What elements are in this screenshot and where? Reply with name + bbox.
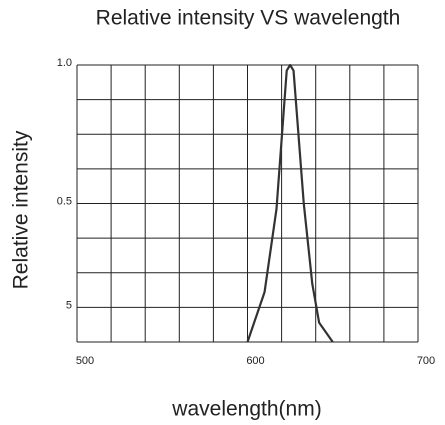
y-tick-label: 1.0 [57,57,72,69]
x-tick-label: 600 [246,355,264,367]
x-axis-label: wavelength(nm) [171,398,321,421]
spectrum-line [246,63,334,343]
y-axis-label: Relative intensity [10,130,33,289]
chart-title: Relative intensity VS wavelength [96,7,401,30]
x-tick-label: 700 [417,355,435,367]
y-tick-label: 5 [66,299,72,311]
y-tick-label: 0.5 [57,195,72,207]
x-tick-label: 500 [76,355,94,367]
